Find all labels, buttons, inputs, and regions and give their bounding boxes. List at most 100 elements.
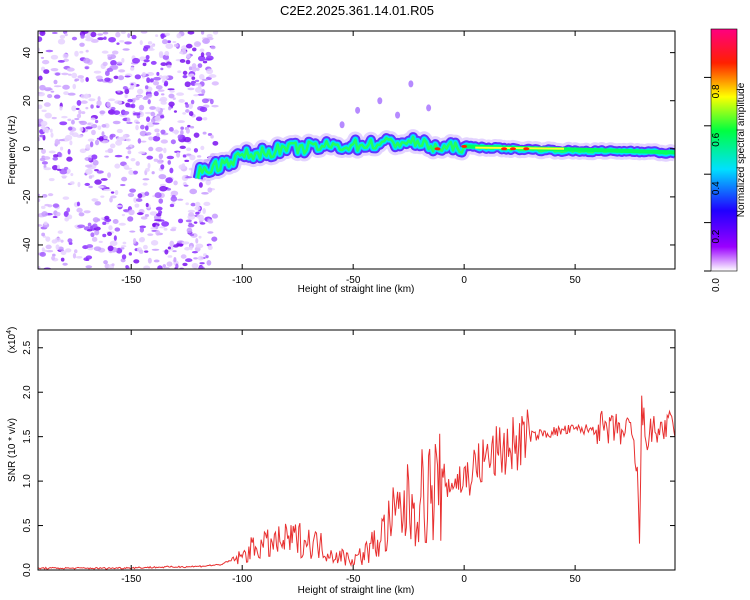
noise-point: [48, 150, 56, 154]
noise-point: [180, 126, 184, 130]
noise-point: [159, 96, 168, 103]
noise-point: [68, 126, 73, 131]
noise-point: [38, 104, 43, 110]
noise-point: [57, 60, 65, 63]
noise-point: [192, 47, 197, 52]
noise-point: [136, 212, 144, 216]
noise-point: [187, 209, 196, 213]
noise-point: [135, 161, 140, 166]
noise-point: [38, 224, 43, 227]
noise-point: [137, 95, 143, 98]
noise-point: [177, 134, 183, 140]
noise-point: [38, 91, 45, 97]
noise-point: [154, 192, 162, 199]
noise-point: [144, 111, 153, 115]
noise-point: [187, 31, 195, 35]
noise-point: [103, 36, 107, 40]
noise-point: [43, 69, 50, 74]
noise-point: [193, 132, 200, 138]
noise-point: [79, 42, 85, 47]
streak-point: [339, 121, 345, 129]
noise-point: [91, 198, 99, 202]
noise-point: [116, 63, 123, 66]
noise-point: [109, 197, 113, 203]
noise-point: [126, 104, 134, 108]
noise-point: [51, 116, 57, 120]
noise-point: [67, 238, 73, 244]
noise-point: [43, 221, 48, 226]
noise-point: [185, 127, 190, 134]
ridge-hotspot: [523, 147, 530, 151]
noise-point: [39, 251, 46, 257]
noise-point: [179, 145, 186, 150]
figure-title: C2E2.2025.361.14.01.R05: [280, 3, 434, 18]
noise-point: [64, 33, 68, 37]
noise-point: [167, 40, 172, 44]
noise-point: [50, 54, 59, 60]
noise-point: [158, 51, 164, 57]
noise-point: [94, 229, 100, 236]
noise-point: [54, 72, 61, 76]
noise-point: [83, 35, 91, 39]
noise-point: [61, 72, 69, 76]
noise-point: [52, 156, 59, 161]
spectrogram-xlabel: Height of straight line (km): [298, 284, 415, 295]
noise-point: [120, 184, 126, 187]
snr-xtick-label: -50: [346, 574, 361, 585]
noise-point: [66, 67, 75, 72]
noise-point: [108, 36, 116, 43]
noise-point: [122, 134, 127, 138]
noise-point: [190, 99, 195, 105]
noise-point: [121, 176, 128, 182]
noise-point: [139, 40, 143, 46]
snr-plot-area: [38, 330, 675, 570]
noise-point: [87, 122, 91, 125]
noise-point: [102, 221, 107, 225]
noise-point: [88, 185, 93, 189]
noise-point: [107, 148, 114, 154]
noise-point: [113, 75, 119, 80]
snr-ytick-label: 0.5: [22, 518, 33, 532]
noise-point: [125, 138, 131, 142]
noise-point: [116, 128, 123, 134]
noise-point: [47, 93, 53, 99]
noise-point: [90, 232, 95, 238]
noise-point: [117, 75, 125, 81]
noise-point: [150, 44, 156, 48]
noise-point: [101, 50, 109, 54]
noise-point: [150, 111, 156, 117]
noise-point: [104, 155, 109, 158]
noise-point: [138, 249, 144, 254]
noise-point: [197, 266, 205, 269]
ridge-hotspot: [509, 147, 516, 151]
noise-point: [57, 38, 66, 45]
noise-point: [76, 113, 82, 119]
noise-point: [41, 205, 46, 210]
noise-point: [75, 255, 83, 259]
noise-point: [207, 231, 214, 234]
noise-point: [133, 97, 140, 101]
noise-point: [179, 59, 186, 63]
noise-point: [51, 165, 59, 171]
noise-point: [124, 41, 132, 45]
noise-point: [145, 116, 151, 122]
noise-point: [210, 45, 216, 50]
noise-point: [198, 182, 203, 188]
noise-point: [178, 218, 184, 224]
noise-point: [85, 106, 89, 110]
noise-point: [50, 90, 55, 93]
noise-point: [207, 133, 213, 136]
noise-point: [126, 117, 131, 123]
noise-point: [185, 103, 189, 108]
noise-point: [61, 115, 68, 119]
noise-point: [122, 241, 127, 245]
noise-scatter: [38, 31, 219, 269]
noise-point: [180, 254, 187, 259]
noise-point: [176, 92, 185, 96]
noise-point: [212, 140, 219, 146]
noise-point: [154, 128, 160, 133]
noise-point: [120, 245, 127, 248]
spectrogram-ytick-label: 20: [22, 95, 33, 107]
noise-point: [52, 253, 56, 257]
noise-point: [124, 94, 128, 99]
